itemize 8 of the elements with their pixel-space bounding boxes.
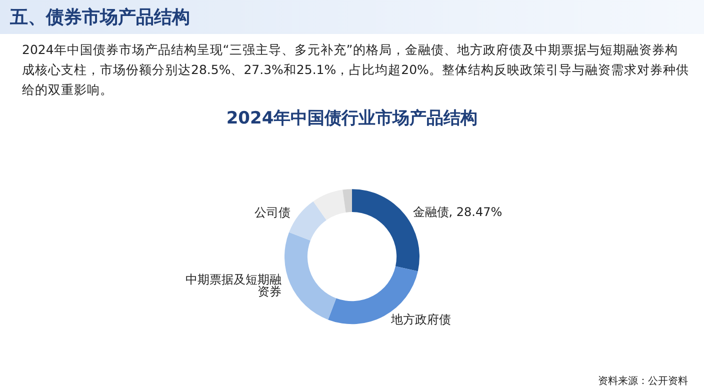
text: 2024年中国债券市场产品结构呈现“三强主导、多元补充”的格局，金融债、地方政府债及中期票据与短期融资券构成核心支柱，市场份额分别达28.5%、27.3%和25.1%，占比均超20%。整体结构反映政策引导与融资需求对券种供给的双重影响。 (22, 41, 690, 99)
text: 五、债券市场产品结构 (10, 6, 190, 29)
text: 资料来源：公开资料 (598, 374, 688, 388)
slice-label: 中期票据及短期融资券 (186, 272, 282, 299)
slice-label: 地方政府债 (390, 312, 451, 327)
slice-label: 公司债 (254, 206, 291, 220)
chart-title: 2024年中国债行业市场产品结构 (226, 108, 478, 128)
slice-label: 金融债, 28.47% (412, 204, 502, 219)
